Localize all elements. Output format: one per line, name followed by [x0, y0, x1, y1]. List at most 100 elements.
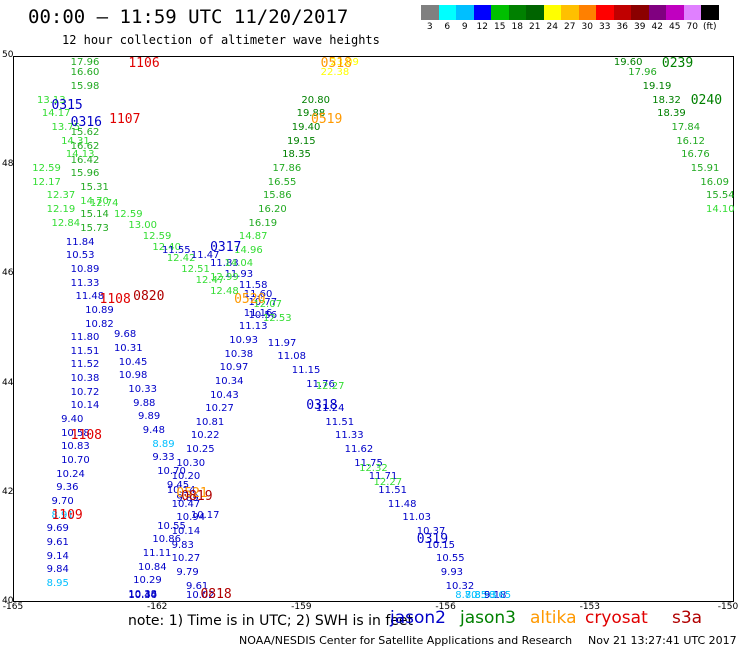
swh-value: 12.51: [181, 263, 210, 275]
swh-value: 12.47: [195, 274, 225, 286]
swh-value: 11.33: [70, 277, 100, 289]
swh-value: 12.07: [253, 299, 282, 311]
swh-value: 12.74: [89, 198, 119, 210]
swh-value: 10.38: [224, 348, 254, 360]
swh-value: 8.91: [51, 509, 74, 521]
lon-tick-label: -156: [435, 602, 456, 612]
swh-value: 11.55: [162, 244, 191, 256]
lon-tick-label: -165: [2, 602, 24, 612]
color-scale-label: 45: [669, 22, 681, 32]
swh-value: 10.20: [171, 471, 201, 483]
swh-value: 12.40: [152, 242, 182, 254]
swh-value: 9.68: [113, 329, 137, 341]
swh-value: 16.19: [248, 217, 278, 229]
swh-value: 10.97: [219, 362, 249, 374]
swh-value: 10.83: [61, 441, 90, 453]
color-scale-label: 21: [529, 22, 541, 32]
swh-value: 12.32: [359, 463, 388, 475]
swh-value: 12.99: [210, 272, 239, 284]
swh-value: 17.86: [272, 162, 302, 174]
swh-value: 10.89: [85, 304, 114, 316]
pass-time-label: 1108: [70, 428, 102, 444]
swh-value: 14.87: [238, 231, 268, 243]
swh-value: 19.19: [642, 81, 672, 93]
swh-value: 15.98: [70, 81, 100, 93]
swh-value: 11.24: [315, 403, 345, 415]
color-swatch: [578, 5, 596, 20]
pass-time-label: 0317: [210, 240, 242, 256]
swh-value: 17.96: [70, 57, 100, 68]
swh-value: 14.70: [80, 195, 109, 207]
swh-value: 17.84: [671, 121, 701, 133]
swh-value: 12.84: [51, 217, 81, 229]
swh-value: 9.89: [176, 493, 199, 505]
swh-value: 11.97: [267, 337, 297, 349]
pass-time-label: 0316: [70, 114, 102, 130]
swh-value: 10.56: [248, 310, 278, 322]
pass-time-label: 0240: [690, 92, 723, 108]
swh-value: 16.60: [70, 67, 100, 79]
swh-value: 11.33: [335, 430, 364, 442]
legend-jason2: jason2: [390, 608, 446, 628]
swh-value: 18.32: [652, 94, 681, 106]
swh-value: 19.60: [613, 57, 643, 68]
color-swatch: [561, 5, 579, 20]
pass-time-label: 0818: [200, 587, 232, 602]
swh-value: 10.81: [195, 416, 225, 428]
swh-value: 11.62: [344, 444, 374, 456]
color-scale-label: 42: [651, 22, 663, 32]
swh-value: 10.86: [152, 534, 182, 546]
swh-value: 16.76: [681, 149, 710, 161]
swh-value: 11.52: [70, 359, 100, 371]
color-scale-label: 3: [426, 22, 433, 32]
swh-value: 10.89: [70, 263, 100, 275]
swh-value: 10.58: [61, 427, 90, 439]
swh-value: 9.45: [166, 479, 190, 491]
swh-value: 8.89: [152, 438, 175, 450]
pass-time-label: 0518: [320, 56, 352, 71]
swh-value: 10.40: [128, 590, 157, 601]
swh-value: 14.96: [234, 244, 263, 256]
swh-value: 9.79: [176, 566, 199, 578]
color-swatch: [456, 5, 474, 20]
swh-value: 9.33: [152, 452, 175, 464]
swh-value: 12.59: [113, 209, 143, 221]
swh-value: 14.13: [65, 149, 95, 161]
swh-value: 15.54: [706, 190, 735, 202]
swh-value: 16.42: [70, 154, 100, 166]
lat-tick-label: 42: [2, 486, 14, 497]
swh-value: 8.95: [46, 577, 69, 589]
swh-value: 9.61: [46, 536, 69, 548]
swh-value: 11.51: [70, 345, 100, 357]
swh-value: 8.53: [474, 590, 497, 601]
swh-value: 14.31: [61, 135, 90, 147]
swh-value: 11.71: [368, 471, 398, 483]
swh-value: 9.70: [51, 495, 74, 507]
swh-value: 9.36: [56, 482, 79, 494]
color-swatch: [596, 5, 614, 20]
swh-value: 15.31: [80, 182, 109, 194]
swh-value: 10.93: [229, 334, 258, 346]
pass-time-label: 0318: [306, 398, 338, 414]
color-scale-label: 15: [494, 22, 506, 32]
swh-value: 16.55: [267, 176, 297, 188]
color-scale-label: 36: [616, 22, 628, 32]
lon-tick-label: -159: [291, 602, 312, 612]
legend-altika: altika: [530, 608, 577, 628]
swh-value: 11.15: [291, 364, 321, 376]
color-swatch: [701, 5, 719, 20]
color-scale-label: 27: [564, 22, 576, 32]
pass-time-label: 0519: [311, 111, 343, 127]
swh-value: 8.70: [455, 590, 478, 601]
color-swatch: [438, 5, 456, 20]
pass-time-label: 0315: [51, 98, 83, 114]
swh-value: 10.02: [186, 590, 215, 601]
credit-text: NOAA/NESDIS Center for Satellite Applica…: [239, 634, 573, 647]
swh-value: 15.14: [80, 209, 109, 221]
swh-value: 12.19: [46, 203, 76, 215]
map-plot-area: [13, 56, 734, 602]
swh-value: 11.51: [378, 485, 407, 497]
timestamp-text: Nov 21 13:27:41 UTC 2017: [588, 634, 737, 647]
swh-value: 9.88: [133, 397, 156, 409]
